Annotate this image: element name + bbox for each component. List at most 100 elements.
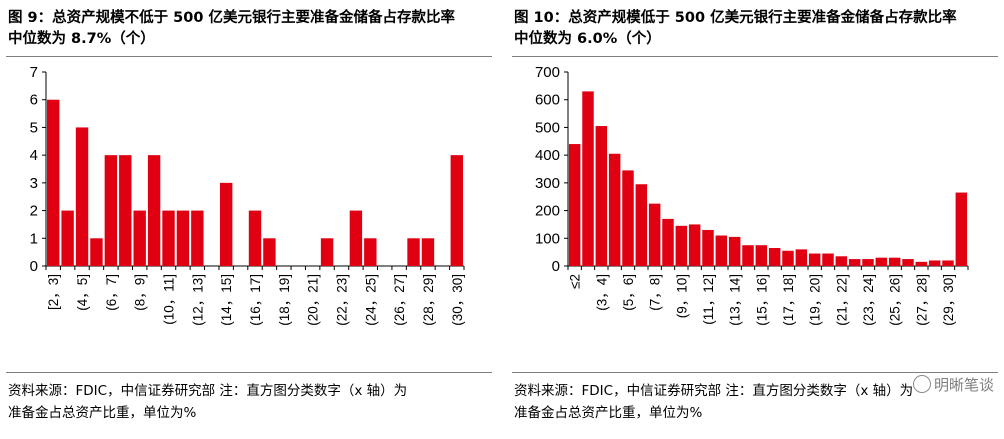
y-tick-label: 5 <box>30 119 38 136</box>
bar <box>622 170 634 266</box>
bar <box>263 238 276 266</box>
bar <box>808 253 821 266</box>
chart-title: 图 10：总资产规模低于 500 亿美元银行主要准备金储备占存款比率 中位数为 … <box>514 8 1000 50</box>
source-line-2: 准备金占总资产比重，单位为% <box>514 405 703 421</box>
bar <box>147 155 161 266</box>
bar <box>582 91 594 267</box>
histogram-chart-right: 0 100 200 300 400 500 600 700 ≤2 (3，4] (5，6] (7，8] (… <box>535 64 969 326</box>
bar <box>755 245 768 266</box>
bar <box>782 250 794 266</box>
bar <box>191 210 204 266</box>
chart-title-line-2: 中位数为 8.7%（个） <box>8 31 155 47</box>
x-tick-label: (3，4] <box>594 274 609 311</box>
chart-title-line-1: 图 10：总资产规模低于 500 亿美元银行主要准备金储备占存款比率 <box>514 10 957 26</box>
bar <box>835 256 848 266</box>
y-tick-label: 400 <box>535 147 560 164</box>
source-note: 资料来源：FDIC，中信证券研究部 注：直方图分类数字（x 轴）为 准备金占总资… <box>8 380 490 424</box>
bar <box>61 210 74 266</box>
bar <box>349 210 363 266</box>
x-tick-label: (23，24] <box>861 274 876 326</box>
x-tick-label: (15，16] <box>754 274 769 326</box>
bar <box>915 261 928 266</box>
histogram-chart-left: 0 1 2 3 4 5 6 7 [2，3] (4，5] (6，7] (8，9] (10，11] (12，1… <box>30 64 465 326</box>
bar <box>90 238 103 266</box>
bar <box>450 155 463 266</box>
x-tick-label: (16，17] <box>248 274 263 326</box>
x-tick-label: [2，3] <box>46 274 61 310</box>
bar <box>133 210 146 266</box>
x-tick-label: (18，19] <box>277 274 292 326</box>
x-tick-label: (7，8] <box>648 274 663 311</box>
x-tick-label: (8，9] <box>133 274 148 311</box>
bar <box>162 210 175 266</box>
x-tick-label: (26，27] <box>392 274 407 326</box>
x-tick-label: (11，12] <box>701 274 716 325</box>
title-separator <box>6 56 492 57</box>
x-tick-label: (12，13] <box>190 274 205 326</box>
y-tick-label: 4 <box>30 147 38 164</box>
wechat-logo-icon <box>912 375 931 393</box>
x-tick-label: (19，20] <box>808 274 823 326</box>
bar <box>822 253 834 266</box>
bar <box>795 249 808 266</box>
source-line-2: 准备金占总资产比重，单位为% <box>8 405 197 421</box>
watermark: 明晰笔谈 <box>912 374 994 395</box>
bar <box>702 229 714 266</box>
bar <box>608 153 621 266</box>
bar <box>875 257 888 266</box>
x-tick-label: (14，15] <box>219 274 234 326</box>
bar <box>568 144 581 266</box>
x-tick-label: (9，10] <box>674 274 689 318</box>
y-tick-label: 500 <box>535 119 560 136</box>
source-separator <box>6 372 492 373</box>
bar <box>75 127 89 266</box>
x-tick-label: ≤2 <box>568 274 583 289</box>
chart-panel-right: 图 10：总资产规模低于 500 亿美元银行主要准备金储备占存款比率 中位数为 … <box>512 0 1002 439</box>
y-tick-label: 0 <box>552 258 560 275</box>
bar <box>104 155 118 266</box>
bar <box>421 238 435 266</box>
x-tick-label: (10，11] <box>162 274 177 325</box>
bar <box>768 247 781 266</box>
bar <box>119 155 132 266</box>
x-tick-label: (30，30] <box>450 274 465 326</box>
y-tick-label: 2 <box>30 203 38 220</box>
bar <box>862 259 874 266</box>
source-line-1: 资料来源：FDIC，中信证券研究部 注：直方图分类数字（x 轴）为 <box>514 383 914 399</box>
y-tick-label: 7 <box>30 64 38 81</box>
bar <box>47 99 60 266</box>
x-tick-label: (13，14] <box>728 274 743 326</box>
x-tick-label: (20，21] <box>306 274 321 326</box>
bar <box>648 203 661 266</box>
bar <box>407 238 420 266</box>
bar <box>848 259 861 266</box>
y-tick-label: 6 <box>30 92 38 109</box>
bar <box>176 210 190 266</box>
x-tick-label: (4，5] <box>75 274 90 311</box>
y-tick-label: 1 <box>30 230 38 247</box>
y-tick-label: 200 <box>535 203 560 220</box>
x-tick-label: (29，30] <box>941 274 956 326</box>
bar <box>635 184 648 266</box>
bar <box>364 238 377 266</box>
bar <box>728 236 741 266</box>
bar <box>902 259 914 266</box>
bar <box>955 192 968 266</box>
bar <box>715 235 728 266</box>
y-tick-label: 600 <box>535 92 560 109</box>
chart-title-line-1: 图 9：总资产规模不低于 500 亿美元银行主要准备金储备占存款比率 <box>8 10 455 26</box>
y-tick-label: 100 <box>535 230 560 247</box>
x-tick-label: (17，18] <box>781 274 796 326</box>
title-separator <box>512 56 998 57</box>
chart-panel-left: 图 9：总资产规模不低于 500 亿美元银行主要准备金储备占存款比率 中位数为 … <box>6 0 496 439</box>
bar <box>675 225 688 266</box>
y-tick-label: 3 <box>30 175 38 192</box>
x-tick-label: (28，29] <box>421 274 436 326</box>
y-tick-label: 0 <box>30 258 38 275</box>
bar <box>942 260 954 266</box>
source-note: 资料来源：FDIC，中信证券研究部 注：直方图分类数字（x 轴）为 准备金占总资… <box>514 380 996 424</box>
y-tick-label: 300 <box>535 175 560 192</box>
x-tick-label: (6，7] <box>104 274 119 311</box>
bar <box>595 126 608 267</box>
bar <box>888 257 901 266</box>
